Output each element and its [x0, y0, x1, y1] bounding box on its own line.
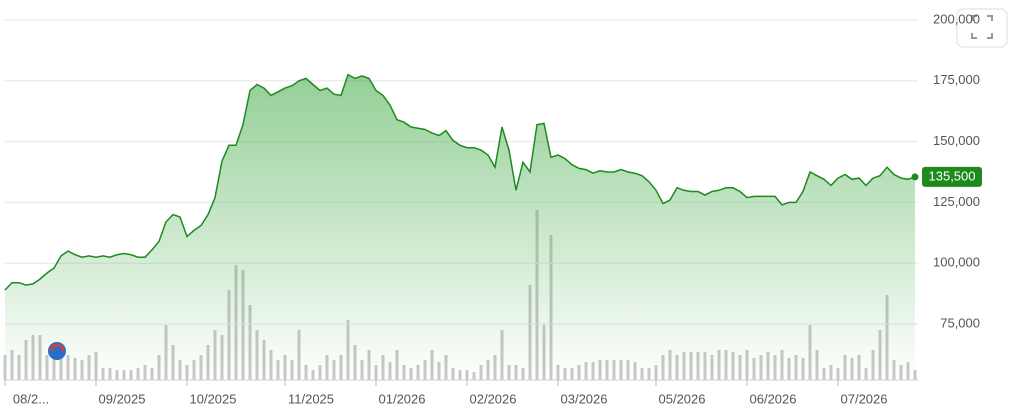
x-tick-label: 09/2025 — [99, 391, 146, 406]
expand-button[interactable] — [956, 8, 1008, 48]
y-tick-label: 100,000 — [933, 255, 980, 270]
x-tick-label: 03/2026 — [561, 391, 608, 406]
x-tick-label: 08/2... — [13, 391, 49, 406]
logo-icon — [48, 342, 66, 360]
y-tick-label: 200,000 — [933, 11, 980, 26]
x-tick-label: 02/2026 — [470, 391, 517, 406]
x-tick-label: 05/2026 — [659, 391, 706, 406]
y-tick-label: 150,000 — [933, 133, 980, 148]
price-area — [5, 74, 915, 380]
x-tick-label: 11/2025 — [288, 391, 334, 406]
price-tag: 135,500 — [929, 168, 976, 183]
price-line — [4, 73, 916, 291]
x-tick-label: 06/2026 — [750, 391, 797, 406]
y-tick-label: 75,000 — [940, 315, 980, 330]
price-layer — [4, 73, 919, 380]
x-tick-label: 01/2026 — [379, 391, 426, 406]
y-tick-label: 125,000 — [933, 194, 980, 209]
last-point — [911, 173, 919, 181]
x-tick-label: 07/2026 — [841, 391, 888, 406]
x-tick-label: 10/2025 — [190, 391, 237, 406]
price-tag-bg — [922, 166, 982, 187]
y-tick-label: 175,000 — [933, 72, 980, 87]
